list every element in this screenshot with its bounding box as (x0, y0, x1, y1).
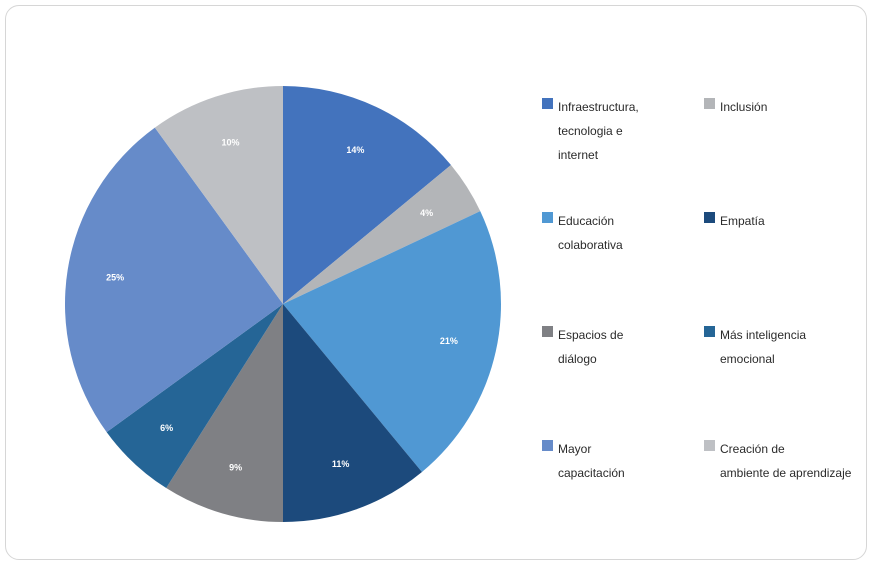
pie-slice (64, 127, 283, 433)
legend-label: Mayor capacitación (558, 442, 625, 480)
pie-slice (283, 304, 422, 522)
legend-label: Educación colaborativa (558, 214, 623, 252)
legend-swatch (704, 212, 715, 223)
slice-value-label: 25% (106, 272, 124, 282)
pie-slice (283, 211, 501, 472)
legend-swatch (542, 212, 553, 223)
legend-swatch (704, 98, 715, 109)
legend-label: Más inteligencia emocional (720, 328, 807, 366)
legend-label: Inclusión (720, 100, 768, 114)
pie-slice (154, 86, 283, 304)
legend-label: Empatía (720, 214, 765, 228)
legend-label: Infraestructura, tecnologia e internet (558, 100, 639, 162)
legend-label: Espacios de diálogo (558, 328, 624, 366)
legend-swatch (704, 326, 715, 337)
slice-value-label: 21% (440, 336, 458, 346)
legend-swatch (542, 440, 553, 451)
pie-slice (283, 165, 481, 304)
legend-label: Creación de ambiente de aprendizaje (720, 442, 852, 480)
pie-slice (283, 86, 451, 304)
legend-swatch (704, 440, 715, 451)
slice-value-label: 6% (160, 423, 173, 433)
slice-value-label: 14% (346, 145, 364, 155)
pie-slice (166, 304, 283, 522)
legend-swatch (542, 326, 553, 337)
slice-value-label: 9% (229, 462, 242, 472)
slice-value-label: 10% (221, 137, 239, 147)
chart-frame (5, 5, 867, 560)
slice-value-label: 11% (332, 459, 350, 469)
slice-value-label: 4% (420, 208, 433, 218)
legend-swatch (542, 98, 553, 109)
pie-slice (106, 304, 283, 489)
